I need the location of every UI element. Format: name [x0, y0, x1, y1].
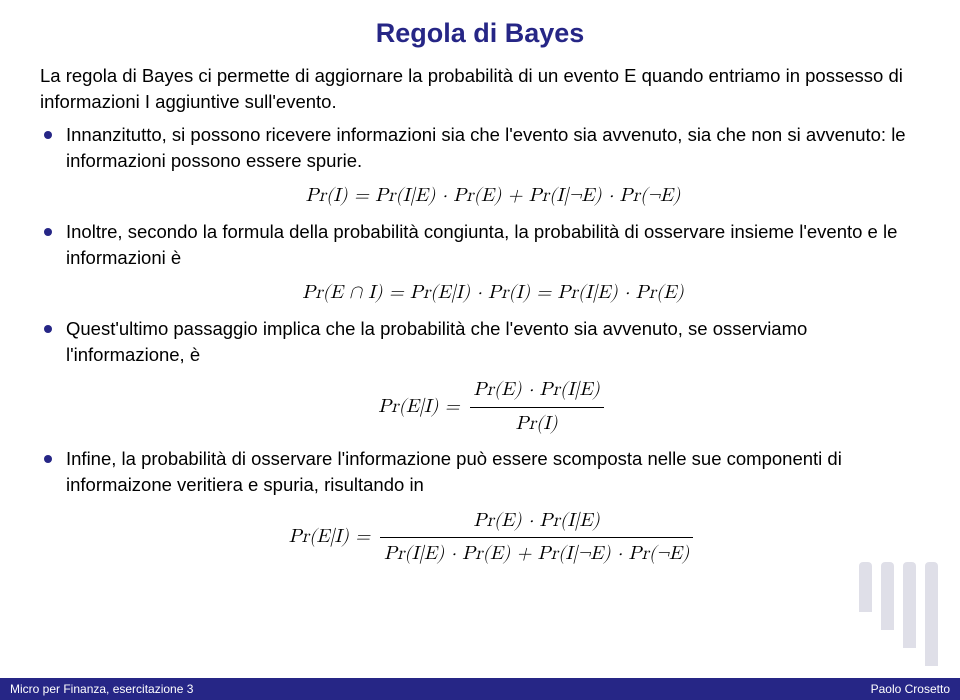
- equation-2: Pr(E ∩ I) = Pr(E|I) · Pr(I) = Pr(I|E) · …: [66, 279, 920, 308]
- slide: Regola di Bayes La regola di Bayes ci pe…: [0, 0, 960, 700]
- intro-paragraph: La regola di Bayes ci permette di aggior…: [40, 63, 920, 116]
- equation-3: Pr(E|I) = Pr(E) · Pr(I|E)Pr(I): [66, 376, 920, 438]
- bullet-2-text: Inoltre, secondo la formula della probab…: [66, 221, 897, 268]
- eq4-numerator: Pr(E) · Pr(I|E): [380, 507, 693, 539]
- bullet-3-text: Quest'ultimo passaggio implica che la pr…: [66, 318, 807, 365]
- bullet-2: Inoltre, secondo la formula della probab…: [40, 219, 920, 308]
- bullet-marker-icon: [44, 131, 52, 139]
- eq4-denominator: Pr(I|E) · Pr(E) + Pr(I|¬E) · Pr(¬E): [380, 538, 693, 569]
- eq3-denominator: Pr(I): [470, 408, 604, 439]
- bullet-1-text: Innanzitutto, si possono ricevere inform…: [66, 124, 906, 171]
- bullet-list: Innanzitutto, si possono ricevere inform…: [40, 122, 920, 569]
- footer-right: Paolo Crosetto: [871, 682, 950, 696]
- bullet-marker-icon: [44, 455, 52, 463]
- equation-1: Pr(I) = Pr(I|E) · Pr(E) + Pr(I|¬E) · Pr(…: [66, 182, 920, 211]
- watermark-col: [859, 562, 872, 612]
- eq4-fraction: Pr(E) · Pr(I|E)Pr(I|E) · Pr(E) + Pr(I|¬E…: [380, 507, 693, 569]
- bullet-marker-icon: [44, 325, 52, 333]
- watermark-col: [925, 562, 938, 666]
- bullet-1: Innanzitutto, si possono ricevere inform…: [40, 122, 920, 211]
- bullet-4-text: Infine, la probabilità di osservare l'in…: [66, 448, 842, 495]
- eq4-lhs: Pr(E|I) =: [289, 523, 370, 552]
- bullet-4: Infine, la probabilità di osservare l'in…: [40, 446, 920, 569]
- watermark-col: [903, 562, 916, 648]
- eq3-fraction: Pr(E) · Pr(I|E)Pr(I): [470, 376, 604, 438]
- slide-title: Regola di Bayes: [40, 18, 920, 49]
- watermark-col: [881, 562, 894, 630]
- bullet-3: Quest'ultimo passaggio implica che la pr…: [40, 316, 920, 439]
- footer-bar: Micro per Finanza, esercitazione 3 Paolo…: [0, 678, 960, 700]
- equation-4: Pr(E|I) = Pr(E) · Pr(I|E)Pr(I|E) · Pr(E)…: [66, 507, 920, 569]
- bullet-marker-icon: [44, 228, 52, 236]
- eq3-lhs: Pr(E|I) =: [378, 393, 459, 422]
- eq3-numerator: Pr(E) · Pr(I|E): [470, 376, 604, 408]
- footer-left: Micro per Finanza, esercitazione 3: [10, 682, 193, 696]
- columns-watermark-icon: [859, 562, 938, 666]
